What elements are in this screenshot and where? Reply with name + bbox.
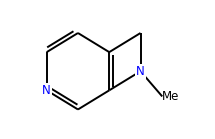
Text: N: N [136, 65, 145, 78]
Text: N: N [42, 84, 51, 97]
Text: Me: Me [162, 90, 180, 103]
